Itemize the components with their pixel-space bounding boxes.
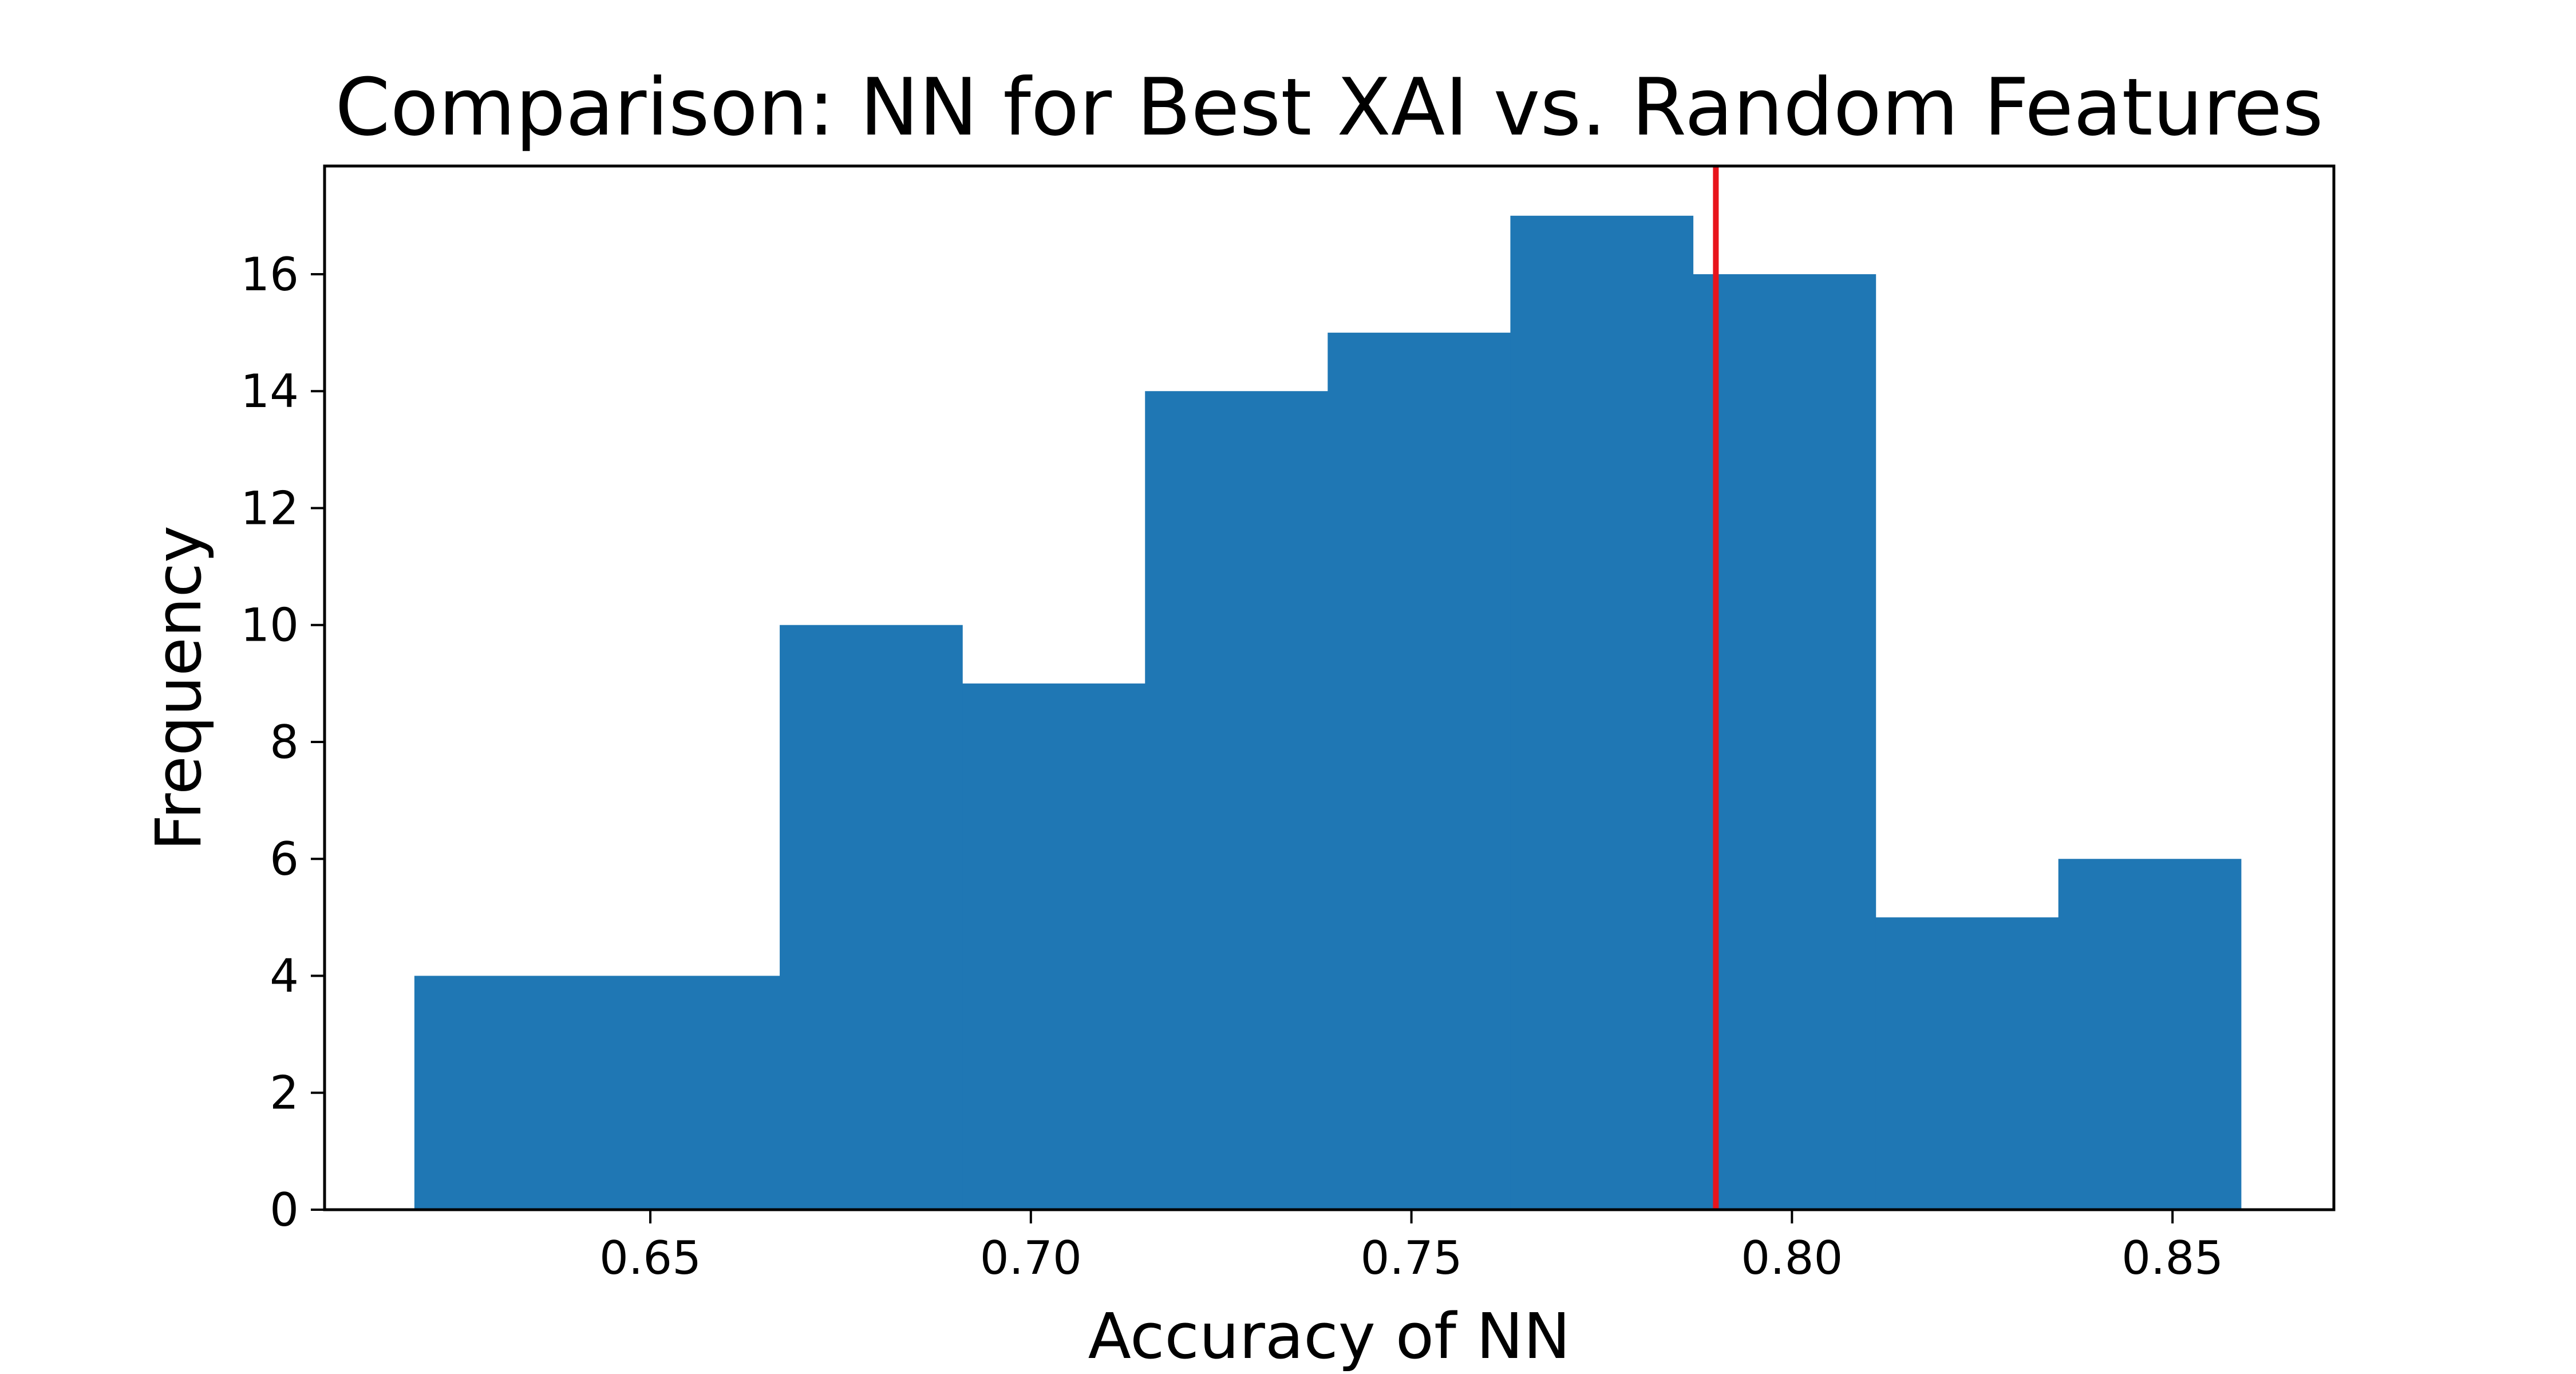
x-tick-label: 0.70 [980, 1231, 1082, 1285]
y-tick-label: 8 [270, 716, 299, 769]
histogram-bar [1693, 274, 1876, 1210]
bars-layer [414, 215, 2242, 1210]
histogram-bar [1327, 333, 1511, 1210]
histogram-bar [1510, 215, 1694, 1210]
y-axis-ticks: 0 2 4 6 8 10 12 14 16 [240, 248, 325, 1237]
y-tick-label: 2 [270, 1067, 299, 1120]
histogram-bar [1145, 391, 1328, 1210]
x-axis-ticks: 0.65 0.70 0.75 0.80 0.85 [599, 1210, 2223, 1285]
histogram-bar [1875, 917, 2059, 1210]
y-tick-label: 14 [240, 365, 299, 418]
y-axis-label: Frequency [142, 526, 215, 851]
x-tick-label: 0.85 [2121, 1231, 2223, 1285]
histogram-bar [414, 976, 598, 1210]
histogram-bar [596, 976, 780, 1210]
x-tick-label: 0.75 [1361, 1231, 1463, 1285]
y-tick-label: 16 [240, 248, 299, 301]
histogram-bar [780, 625, 963, 1210]
y-tick-label: 12 [240, 481, 299, 535]
y-tick-label: 6 [270, 832, 299, 886]
histogram-bar [962, 683, 1145, 1210]
y-tick-label: 10 [240, 599, 299, 652]
y-tick-label: 4 [270, 949, 299, 1002]
y-tick-label: 0 [270, 1183, 299, 1237]
x-tick-label: 0.65 [599, 1231, 701, 1285]
plot-frame [323, 164, 2336, 1211]
chart-title: Comparison: NN for Best XAI vs. Random F… [335, 61, 2323, 153]
histogram-bar [2058, 859, 2242, 1210]
x-axis-label: Accuracy of NN [1088, 1300, 1571, 1373]
x-tick-label: 0.80 [1741, 1231, 1843, 1285]
